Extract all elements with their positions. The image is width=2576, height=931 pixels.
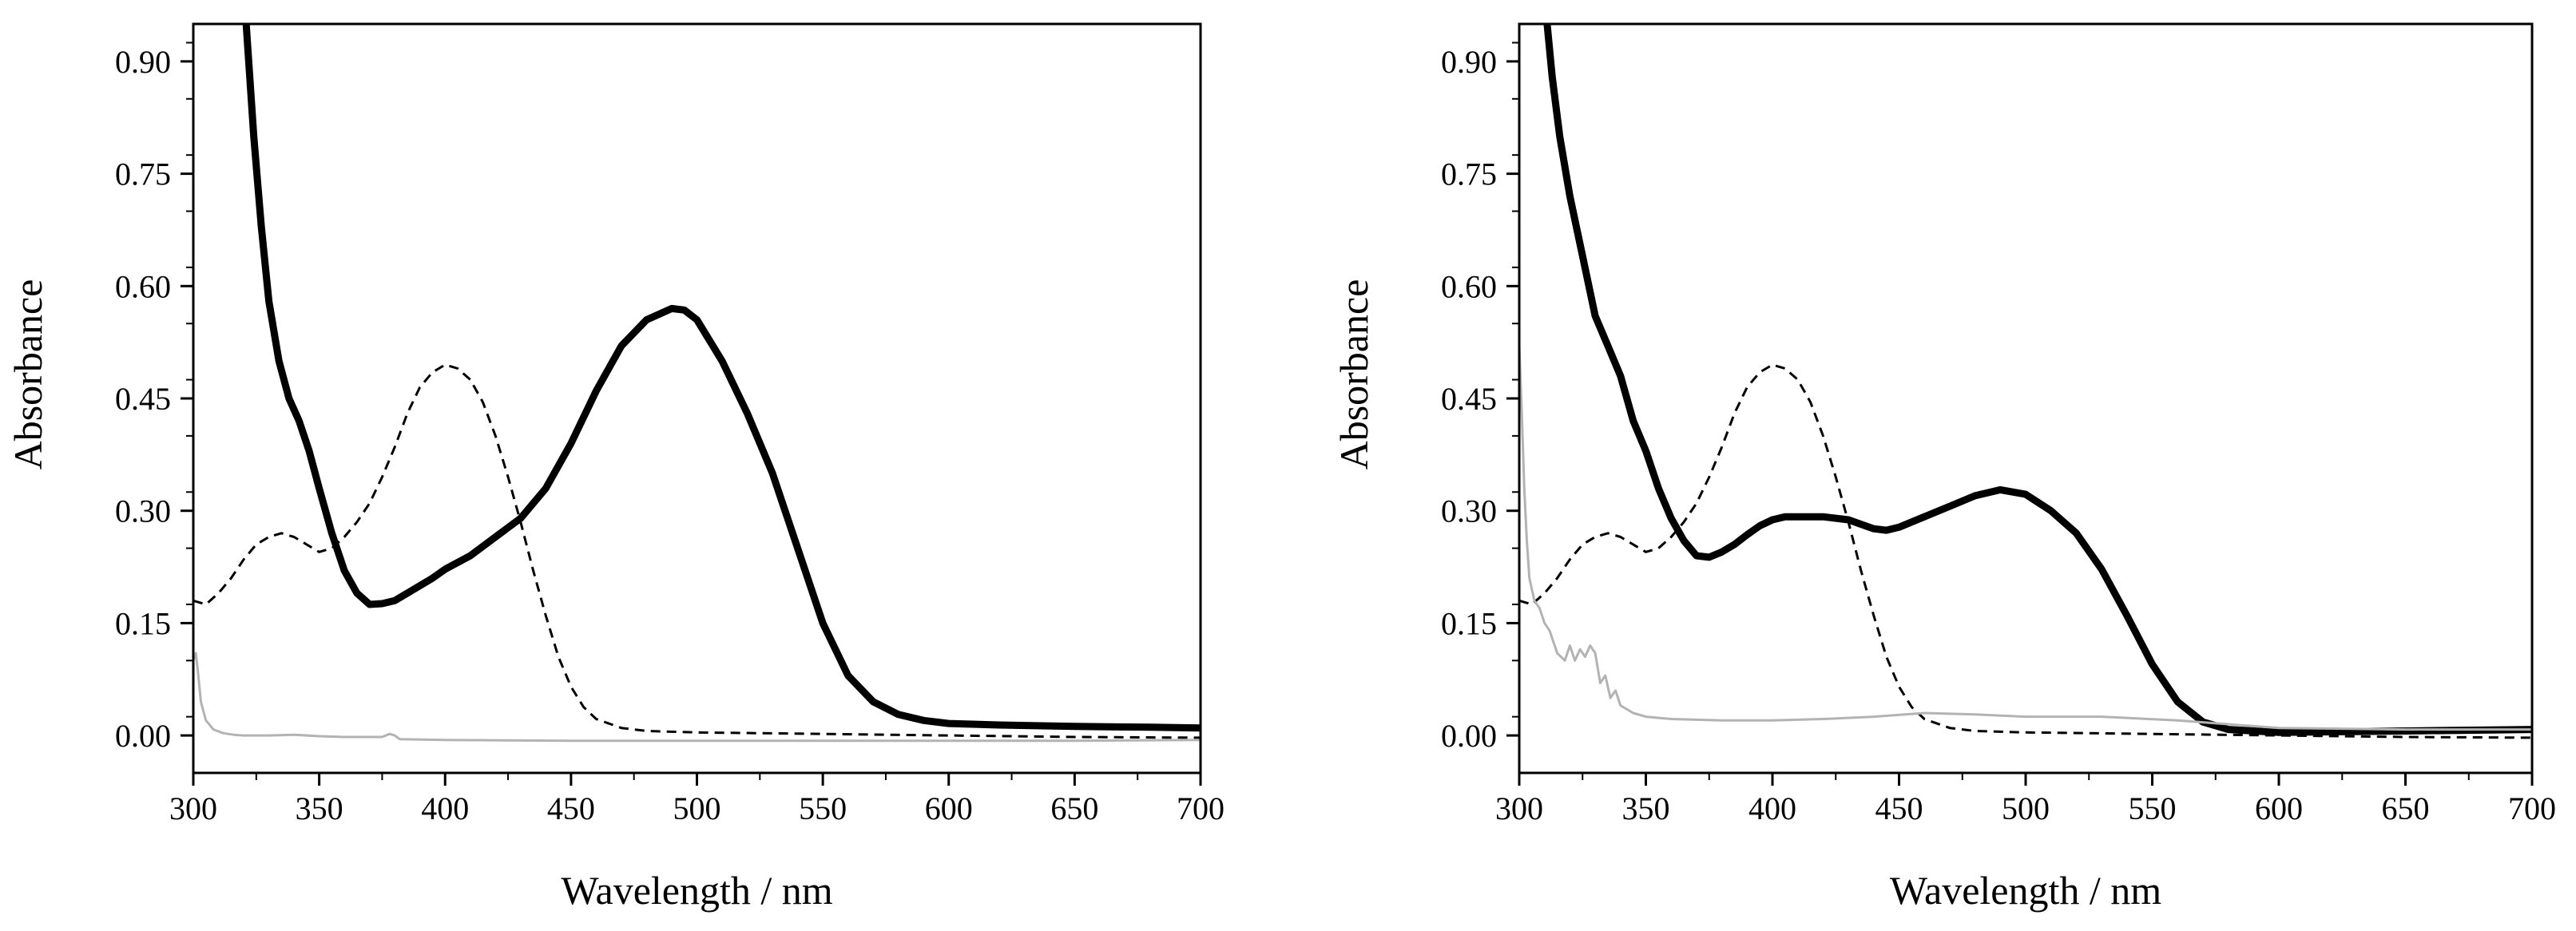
series-line-thin-grey xyxy=(1519,344,2532,731)
series-line-thick-solid xyxy=(1543,24,2532,736)
chart-panel-1: 300 350 400 450 500 550 600 650 700 0.00 0.15 0.30 0… xyxy=(6,22,1224,913)
y-tick-label: 0.15 xyxy=(115,605,171,641)
x-tick-label: 400 xyxy=(421,790,469,826)
series-line-dashed xyxy=(193,363,1201,739)
chart-panel-2: 300 350 400 450 500 550 600 650 700 0.00 0.15 0.30 0… xyxy=(1332,22,2556,913)
x-tick-label: 300 xyxy=(1495,790,1543,826)
series-line-thin-grey xyxy=(193,652,1201,743)
y-tick-label: 0.00 xyxy=(1441,718,1497,754)
x-tick-label: 500 xyxy=(673,790,721,826)
x-tick-label: 700 xyxy=(1177,790,1224,826)
y-tick-label: 0.75 xyxy=(1441,156,1497,192)
y-tick-label: 0.60 xyxy=(1441,268,1497,304)
x-tick-label: 650 xyxy=(1050,790,1098,826)
plot-frame xyxy=(192,22,1202,775)
y-axis-title: Absorbance xyxy=(6,279,50,470)
y-tick-label: 0.00 xyxy=(115,718,171,754)
x-tick-label: 600 xyxy=(2255,790,2303,826)
x-tick-label: 550 xyxy=(2129,790,2177,826)
series-group xyxy=(1519,24,2532,739)
x-tick-label: 450 xyxy=(547,790,595,826)
y-tick-label: 0.30 xyxy=(1441,493,1497,529)
y-tick-label: 0.30 xyxy=(115,493,171,529)
y-tick-label: 0.60 xyxy=(115,268,171,304)
y-tick-label: 0.90 xyxy=(115,44,171,80)
plot-frame xyxy=(1518,22,2534,775)
x-tick-label: 350 xyxy=(296,790,343,826)
y-tick-label: 0.90 xyxy=(1441,44,1497,80)
y-tick-label: 0.45 xyxy=(1441,381,1497,417)
x-tick-label: 450 xyxy=(1875,790,1923,826)
series-line-dashed xyxy=(1519,363,2532,739)
x-tick-label: 400 xyxy=(1748,790,1796,826)
x-tick-label: 300 xyxy=(169,790,217,826)
y-tick-label: 0.15 xyxy=(1441,605,1497,641)
x-tick-label: 600 xyxy=(925,790,973,826)
series-group xyxy=(193,24,1201,743)
x-tick-label: 350 xyxy=(1622,790,1670,826)
y-tick-label: 0.75 xyxy=(115,156,171,192)
x-tick-label: 500 xyxy=(2002,790,2050,826)
x-tick-label: 650 xyxy=(2382,790,2430,826)
series-line-thick-solid xyxy=(242,24,1201,732)
x-tick-label: 550 xyxy=(799,790,847,826)
x-axis-title: Wavelength / nm xyxy=(561,868,832,913)
y-axis-title: Absorbance xyxy=(1332,279,1376,470)
x-axis-title: Wavelength / nm xyxy=(1890,868,2161,913)
y-tick-label: 0.45 xyxy=(115,381,171,417)
x-tick-label: 700 xyxy=(2508,790,2556,826)
